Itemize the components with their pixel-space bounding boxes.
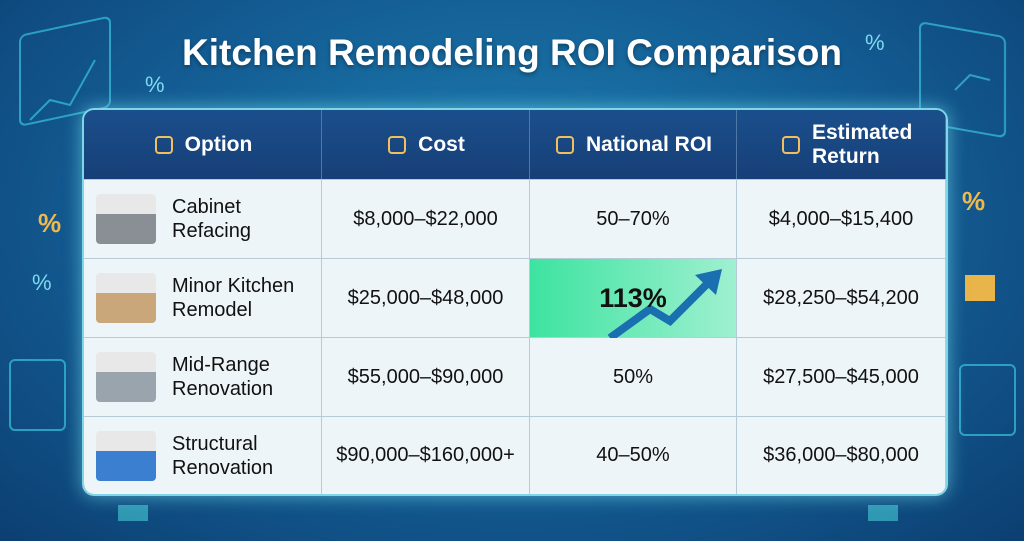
table-cell-text: $55,000–$90,000 <box>347 365 504 388</box>
svg-text:%: % <box>145 72 165 97</box>
column-header: National ROI <box>530 110 737 179</box>
svg-text:%: % <box>32 270 52 295</box>
table-cell: $8,000–$22,000 <box>322 179 530 258</box>
column-header-text: Cost <box>418 132 465 156</box>
option-cell-text: Structural Renovation <box>172 432 274 479</box>
option-cell: Structural Renovation <box>84 416 322 494</box>
option-image <box>96 352 156 402</box>
table-cell-text: $27,500–$45,000 <box>763 365 919 388</box>
option-cell: Mid-Range Renovation <box>84 337 322 416</box>
table-cell-text: $4,000–$15,400 <box>768 207 914 230</box>
table-cell-text: 40–50% <box>596 444 670 466</box>
option-cell: Cabinet Refacing <box>84 179 322 258</box>
column-header: Option <box>84 110 322 179</box>
table: Option Cost National ROI Estimated Return Ca… <box>82 108 948 496</box>
svg-text:%: % <box>962 186 985 216</box>
option-image <box>96 194 156 244</box>
table-cell-text: 50–70% <box>596 207 670 230</box>
header-icon <box>154 135 173 154</box>
table-cell-text: $25,000–$48,000 <box>347 286 504 309</box>
table-cell: 40–50% <box>530 416 737 494</box>
table-cell: $4,000–$15,400 <box>737 179 946 258</box>
table-cell: $90,000–$160,000+ <box>322 416 530 494</box>
table-cell: 113% <box>530 258 737 338</box>
trend-arrow <box>607 269 722 338</box>
header-icon <box>388 135 407 154</box>
svg-text:%: % <box>865 30 885 55</box>
column-header-text: Option <box>184 132 253 156</box>
option-image <box>96 430 156 481</box>
table-cell-text: $90,000–$160,000+ <box>336 444 515 466</box>
table-cell-text: $8,000–$22,000 <box>353 207 498 230</box>
option-image <box>96 273 156 323</box>
table-cell-text: 113% <box>599 282 667 313</box>
table-cell-text: 50% <box>612 365 654 388</box>
table-cell: 50–70% <box>530 179 737 258</box>
table-cell: $55,000–$90,000 <box>322 337 530 416</box>
table-cell: 50% <box>530 337 737 416</box>
option-cell: Minor Kitchen Remodel <box>84 258 322 337</box>
table-cell: $36,000–$80,000 <box>737 416 946 494</box>
table-cell-text: $28,250–$54,200 <box>763 286 919 309</box>
table-cell: $28,250–$54,200 <box>737 258 946 337</box>
column-header-text: National ROI <box>585 132 712 156</box>
title: Kitchen Remodeling ROI Comparison <box>182 32 842 73</box>
table-cell: $27,500–$45,000 <box>737 337 946 416</box>
table-cell: $25,000–$48,000 <box>322 258 530 337</box>
column-header: Cost <box>322 110 530 179</box>
option-cell-text: Minor Kitchen Remodel <box>172 275 295 321</box>
header-icon <box>555 135 574 154</box>
column-header-text: Estimated Return <box>812 120 913 168</box>
table-cell-text: $36,000–$80,000 <box>763 444 919 466</box>
column-header: Estimated Return <box>737 110 946 179</box>
option-cell-text: Mid-Range Renovation <box>172 354 274 400</box>
header-icon <box>782 135 800 154</box>
option-cell-text: Cabinet Refacing <box>172 196 251 242</box>
svg-text:%: % <box>38 208 61 238</box>
